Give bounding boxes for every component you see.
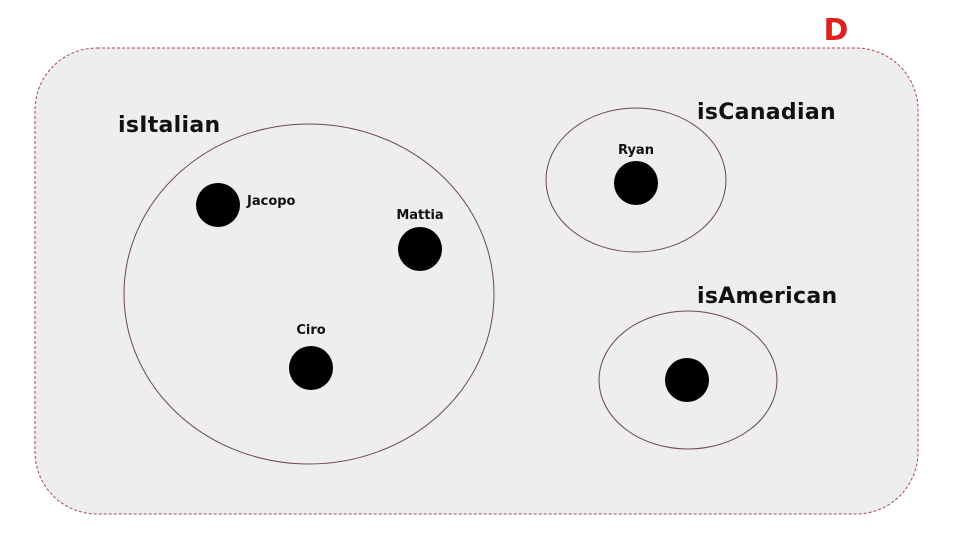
set-label-isamerican: isAmerican [697, 284, 837, 309]
set-ellipse-iscanadian [545, 107, 727, 253]
set-label-isitalian: isItalian [118, 113, 220, 138]
set-ellipse-isamerican [598, 310, 778, 450]
element-label-ciro: Ciro [296, 323, 325, 338]
set-ellipse-isitalian [123, 123, 495, 465]
set-label-iscanadian: isCanadian [697, 100, 836, 125]
element-label-mattia: Mattia [396, 208, 443, 223]
element-label-ryan: Ryan [618, 143, 654, 158]
element-dot-mattia [398, 227, 442, 271]
element-dot-ciro [289, 346, 333, 390]
domain-label: D [824, 13, 849, 48]
element-label-jacopo: Jacopo [246, 194, 296, 209]
element-dot-american [665, 358, 709, 402]
element-dot-ryan [614, 161, 658, 205]
element-dot-jacopo [196, 183, 240, 227]
